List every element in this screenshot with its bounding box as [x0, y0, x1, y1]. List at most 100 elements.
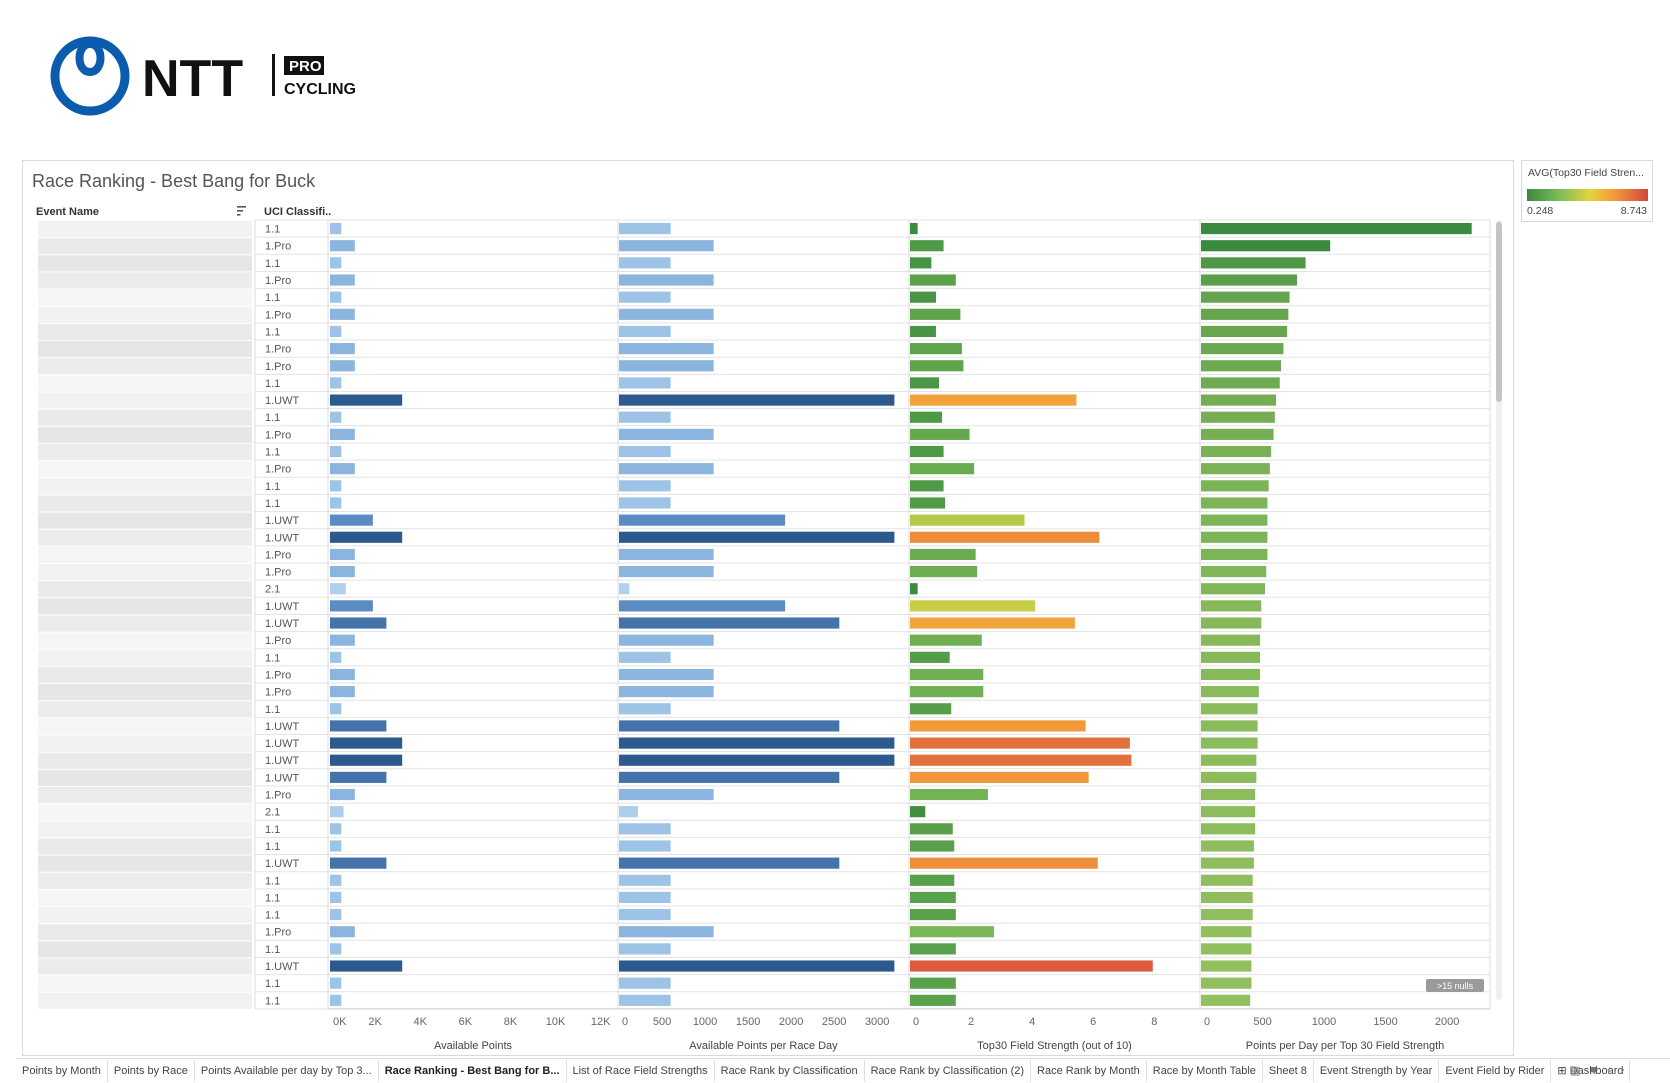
bar-available-points[interactable] — [330, 617, 387, 629]
event-name-cell[interactable] — [38, 512, 252, 529]
event-name-cell[interactable] — [38, 341, 252, 358]
bar-field-strength[interactable] — [910, 806, 926, 818]
bar-points-per-race-day[interactable] — [619, 428, 714, 440]
bar-points-per-day-per-strength[interactable] — [1201, 686, 1259, 698]
event-name-cell[interactable] — [38, 838, 252, 855]
bar-points-per-race-day[interactable] — [619, 223, 671, 235]
bar-field-strength[interactable] — [910, 977, 956, 989]
bar-field-strength[interactable] — [910, 257, 932, 269]
bar-points-per-race-day[interactable] — [619, 909, 671, 921]
bar-available-points[interactable] — [330, 360, 355, 372]
bar-available-points[interactable] — [330, 823, 342, 835]
event-name-cell[interactable] — [38, 975, 252, 992]
bar-points-per-race-day[interactable] — [619, 634, 714, 646]
bar-points-per-day-per-strength[interactable] — [1201, 994, 1251, 1006]
bar-points-per-day-per-strength[interactable] — [1201, 754, 1257, 766]
bar-points-per-day-per-strength[interactable] — [1201, 445, 1272, 458]
bar-points-per-race-day[interactable] — [619, 806, 638, 818]
bar-points-per-day-per-strength[interactable] — [1201, 771, 1257, 783]
bar-points-per-day-per-strength[interactable] — [1201, 960, 1252, 972]
bar-available-points[interactable] — [330, 994, 342, 1006]
bar-points-per-race-day[interactable] — [619, 394, 895, 406]
bar-field-strength[interactable] — [910, 583, 918, 595]
event-name-cell[interactable] — [38, 907, 252, 924]
bar-available-points[interactable] — [330, 874, 342, 886]
bar-points-per-day-per-strength[interactable] — [1201, 651, 1261, 663]
bar-points-per-day-per-strength[interactable] — [1201, 788, 1256, 801]
bar-points-per-day-per-strength[interactable] — [1201, 600, 1262, 612]
bar-points-per-race-day[interactable] — [619, 583, 630, 595]
bar-field-strength[interactable] — [910, 788, 988, 801]
bar-available-points[interactable] — [330, 377, 342, 389]
bar-points-per-day-per-strength[interactable] — [1201, 874, 1253, 886]
sheet-tab[interactable]: Race Rank by Classification (2) — [865, 1060, 1032, 1082]
bar-points-per-race-day[interactable] — [619, 943, 671, 955]
list-view-icon[interactable]: ■ — [1590, 1064, 1598, 1076]
bar-available-points[interactable] — [330, 668, 355, 681]
bar-points-per-day-per-strength[interactable] — [1201, 703, 1258, 715]
event-name-cell[interactable] — [38, 306, 252, 323]
bar-available-points[interactable] — [330, 771, 387, 783]
bar-field-strength[interactable] — [910, 343, 962, 355]
bar-field-strength[interactable] — [910, 497, 946, 509]
bar-points-per-race-day[interactable] — [619, 823, 671, 835]
bar-points-per-race-day[interactable] — [619, 411, 671, 423]
bar-available-points[interactable] — [330, 788, 355, 801]
bar-points-per-race-day[interactable] — [619, 686, 714, 698]
bar-available-points[interactable] — [330, 857, 387, 869]
bar-available-points[interactable] — [330, 411, 342, 423]
bar-points-per-race-day[interactable] — [619, 668, 714, 681]
bar-field-strength[interactable] — [910, 943, 956, 955]
bar-field-strength[interactable] — [910, 514, 1025, 526]
bar-points-per-race-day[interactable] — [619, 994, 671, 1006]
bar-field-strength[interactable] — [910, 686, 984, 698]
bar-points-per-day-per-strength[interactable] — [1201, 291, 1290, 303]
bar-field-strength[interactable] — [910, 566, 978, 578]
bar-available-points[interactable] — [330, 240, 355, 252]
event-name-cell[interactable] — [38, 443, 252, 461]
event-name-cell[interactable] — [38, 735, 252, 752]
bar-field-strength[interactable] — [910, 428, 970, 440]
event-name-cell[interactable] — [38, 649, 252, 666]
bar-points-per-race-day[interactable] — [619, 977, 671, 989]
bar-field-strength[interactable] — [910, 771, 1089, 783]
bar-points-per-day-per-strength[interactable] — [1201, 223, 1472, 235]
event-name-cell[interactable] — [38, 872, 252, 889]
event-name-cell[interactable] — [38, 889, 252, 906]
bar-points-per-day-per-strength[interactable] — [1201, 428, 1274, 440]
bar-available-points[interactable] — [330, 583, 346, 595]
event-name-cell[interactable] — [38, 684, 252, 701]
bar-points-per-day-per-strength[interactable] — [1201, 240, 1331, 252]
bar-points-per-race-day[interactable] — [619, 514, 786, 526]
bar-points-per-day-per-strength[interactable] — [1201, 857, 1254, 869]
bar-points-per-race-day[interactable] — [619, 360, 714, 372]
bar-field-strength[interactable] — [910, 377, 940, 389]
bar-points-per-race-day[interactable] — [619, 600, 786, 612]
bar-field-strength[interactable] — [910, 703, 952, 715]
bar-points-per-race-day[interactable] — [619, 771, 840, 783]
bar-available-points[interactable] — [330, 977, 342, 989]
bar-points-per-day-per-strength[interactable] — [1201, 566, 1267, 578]
bar-points-per-day-per-strength[interactable] — [1201, 806, 1256, 818]
bar-field-strength[interactable] — [910, 840, 955, 852]
bar-points-per-race-day[interactable] — [619, 308, 714, 320]
bar-field-strength[interactable] — [910, 411, 943, 423]
bar-field-strength[interactable] — [910, 737, 1130, 749]
bar-points-per-race-day[interactable] — [619, 343, 714, 355]
event-name-cell[interactable] — [38, 941, 252, 958]
event-name-cell[interactable] — [38, 718, 252, 735]
event-name-cell[interactable] — [38, 855, 252, 872]
bar-available-points[interactable] — [330, 428, 355, 440]
event-name-cell[interactable] — [38, 666, 252, 684]
bar-points-per-day-per-strength[interactable] — [1201, 668, 1261, 681]
sheet-tab[interactable]: Race Ranking - Best Bang for B... — [378, 1060, 567, 1082]
bar-field-strength[interactable] — [910, 325, 936, 338]
bar-points-per-day-per-strength[interactable] — [1201, 548, 1268, 560]
bar-field-strength[interactable] — [910, 548, 976, 560]
sheet-tab[interactable]: ⊞ Dashboard — [1551, 1060, 1631, 1082]
event-name-cell[interactable] — [38, 958, 252, 975]
event-name-cell[interactable] — [38, 615, 252, 632]
bar-available-points[interactable] — [330, 754, 403, 766]
bar-points-per-day-per-strength[interactable] — [1201, 909, 1253, 921]
bar-available-points[interactable] — [330, 497, 342, 509]
